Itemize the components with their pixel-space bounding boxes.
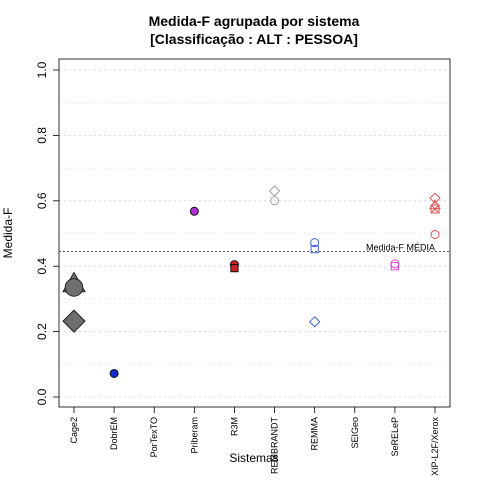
axis-layer: 0.0 0.2 0.4 0.6 0.8 1.0 Cage2 DobrEM PorTexTO Pri… [35, 61, 440, 476]
data-point [64, 278, 84, 297]
y-tick-label: 0.8 [35, 127, 49, 144]
data-point [189, 206, 199, 216]
y-tick-label: 0.0 [35, 388, 49, 405]
y-tick-label: 0.6 [35, 192, 49, 209]
x-tick-label: SEIGeo [350, 417, 360, 449]
chart-title-line-1: Medida-F agrupada por sistema [149, 13, 360, 29]
reference-layer: Medida-F MÉDIA [59, 242, 450, 252]
data-point [430, 204, 440, 214]
y-axis-label: Medida-F [1, 208, 15, 259]
data-point [230, 264, 239, 273]
mean-reference-label: Medida-F MÉDIA [366, 242, 435, 252]
chart-title-line-2: [Classificação : ALT : PESSOA] [150, 31, 358, 47]
data-point [310, 245, 319, 254]
y-tick-label: 0.4 [35, 258, 49, 275]
y-tick-label: 0.2 [35, 323, 49, 340]
x-tick-label: PorTexTO [149, 417, 159, 457]
data-point [390, 262, 399, 271]
data-point [390, 259, 400, 269]
x-tick-label: DobrEM [109, 417, 119, 450]
data-point [109, 368, 119, 378]
x-tick-label: R3M [229, 417, 239, 436]
data-point [310, 238, 320, 248]
x-tick-label: XIP-L2F/Xerox [430, 417, 440, 477]
data-point [430, 229, 440, 239]
x-tick-label: SeRELeP [390, 417, 400, 457]
data-point [268, 185, 281, 197]
grid-layer [59, 69, 450, 398]
data-point [429, 192, 441, 204]
data-point [62, 309, 86, 333]
x-tick-label: REMMA [310, 417, 320, 451]
points-layer [62, 185, 441, 378]
x-axis-label: Sistemas [229, 451, 278, 465]
x-tick-label: REMBRANDT [270, 417, 280, 475]
plot-frame [58, 58, 451, 408]
x-tick-label: Priberam [189, 417, 199, 454]
data-point [270, 196, 280, 206]
y-tick-label: 1.0 [35, 61, 49, 78]
data-point [308, 316, 321, 328]
x-tick-label: Cage2 [69, 417, 79, 444]
